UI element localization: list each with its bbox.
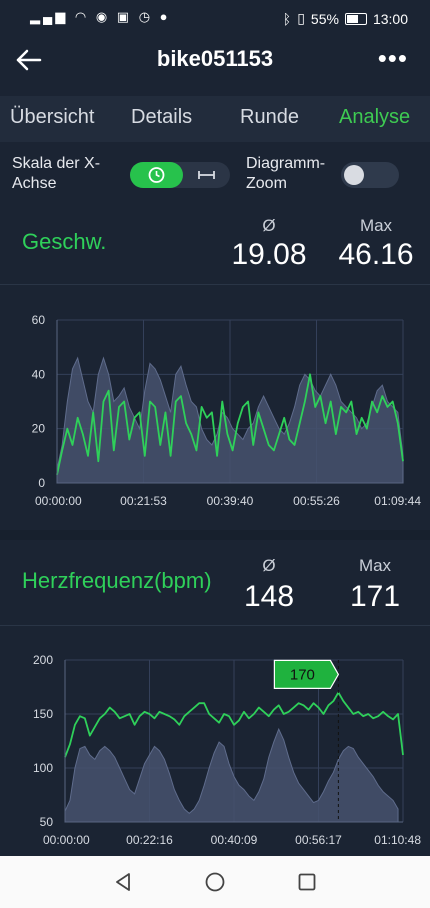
speed-max-label: Max bbox=[359, 216, 393, 235]
tooltip-value: 170 bbox=[290, 666, 315, 683]
y-tick-label: 40 bbox=[32, 367, 46, 381]
alarm-icon: ◷ bbox=[138, 9, 154, 24]
chart-zoom-label: Diagramm- Zoom bbox=[246, 155, 326, 192]
speed-avg-label: Ø bbox=[262, 216, 276, 235]
activity-title: bike051153 bbox=[156, 46, 274, 71]
tab-overview[interactable]: Übersicht bbox=[10, 106, 95, 128]
x-tick-label: 00:56:17 bbox=[295, 833, 342, 847]
y-tick-label: 150 bbox=[33, 707, 53, 721]
battery-icon bbox=[344, 12, 367, 25]
tooltip-box bbox=[273, 659, 340, 689]
battery-percent: 55% bbox=[310, 10, 339, 27]
nav-back-icon[interactable] bbox=[112, 871, 134, 893]
x-tick-label: 01:09:44 bbox=[374, 494, 421, 508]
distance-icon[interactable] bbox=[183, 162, 230, 188]
app-bar: bike051153 ••• bbox=[0, 36, 430, 88]
signal-icon: ▂▄▆ bbox=[30, 9, 69, 24]
y-tick-label: 200 bbox=[33, 653, 53, 667]
line-series bbox=[56, 373, 404, 476]
y-tick-label: 0 bbox=[38, 476, 45, 490]
eye-icon: ◉ bbox=[95, 9, 111, 24]
divider bbox=[0, 284, 430, 285]
bluetooth-icon: ᛒ bbox=[282, 10, 292, 27]
status-bar: ▂▄▆ ◠ ◉ ▣ ◷ ● ᛒ ▯ 55% 13:00 bbox=[0, 0, 430, 36]
speed-avg-value: 19.08 bbox=[231, 238, 307, 271]
line-series bbox=[64, 691, 404, 758]
x-tick-label: 01:10:48 bbox=[374, 833, 421, 847]
x-tick-label: 00:40:09 bbox=[211, 833, 258, 847]
y-tick-label: 20 bbox=[32, 422, 46, 436]
x-axis-scale-label: Skala der X- Achse bbox=[12, 155, 101, 192]
status-icons-right: ᛒ ▯ 55% 13:00 bbox=[283, 10, 408, 27]
tab-analysis[interactable]: Analyse bbox=[339, 106, 411, 128]
divider bbox=[0, 625, 430, 626]
more-options-icon[interactable]: ••• bbox=[377, 43, 408, 73]
x-tick-label: 00:22:16 bbox=[126, 833, 173, 847]
x-tick-label: 00:21:53 bbox=[120, 494, 167, 508]
chart-zoom-toggle[interactable] bbox=[341, 162, 399, 188]
heart-avg-value: 148 bbox=[243, 580, 295, 613]
clock: 13:00 bbox=[372, 10, 408, 27]
y-tick-label: 50 bbox=[40, 815, 54, 829]
time-mode-option[interactable] bbox=[130, 162, 183, 188]
area-series bbox=[64, 727, 399, 823]
nav-home-icon[interactable] bbox=[204, 871, 226, 893]
x-axis-scale-switch[interactable] bbox=[130, 162, 230, 188]
vibrate-icon: ▯ bbox=[297, 10, 305, 26]
x-tick-label: 00:39:40 bbox=[207, 494, 254, 508]
x-tick-label: 00:00:00 bbox=[43, 833, 90, 847]
x-tick-label: 00:55:26 bbox=[293, 494, 340, 508]
tab-lap[interactable]: Runde bbox=[240, 106, 299, 128]
toggle-knob bbox=[344, 165, 364, 185]
tab-bar: Übersicht Details Runde Analyse bbox=[0, 96, 430, 142]
x-tick-label: 00:00:00 bbox=[35, 494, 82, 508]
clock-icon bbox=[148, 167, 165, 183]
nfc-icon: ▣ bbox=[116, 9, 133, 24]
speed-title: Geschw. bbox=[22, 229, 107, 254]
tab-details[interactable]: Details bbox=[131, 106, 193, 128]
heart-max-value: 171 bbox=[349, 580, 401, 613]
section-gap bbox=[0, 530, 430, 540]
status-icons-left: ▂▄▆ ◠ ◉ ▣ ◷ ● bbox=[30, 9, 171, 25]
soccer-icon: ● bbox=[159, 9, 171, 24]
wifi-icon: ◠ bbox=[74, 9, 90, 24]
heart-max-label: Max bbox=[358, 556, 392, 575]
heart-rate-title: Herzfrequenz(bpm) bbox=[22, 568, 212, 593]
tooltip: 170 bbox=[273, 659, 340, 689]
y-tick-label: 60 bbox=[32, 313, 46, 327]
y-tick-label: 100 bbox=[33, 761, 53, 775]
back-arrow-icon[interactable] bbox=[14, 44, 46, 76]
heart-avg-label: Ø bbox=[262, 556, 276, 575]
speed-chart[interactable]: 0 20 40 60 00:00:00 00:21:53 00:39:40 00:55:26 0… bbox=[0, 295, 430, 520]
system-nav-bar bbox=[0, 856, 430, 908]
heart-rate-chart[interactable]: 50 100 150 200 00:00:00 00:22:16 00:40:09 00:56… bbox=[0, 640, 430, 854]
speed-max-value: 46.16 bbox=[338, 238, 414, 271]
nav-recents-icon[interactable] bbox=[296, 871, 318, 893]
